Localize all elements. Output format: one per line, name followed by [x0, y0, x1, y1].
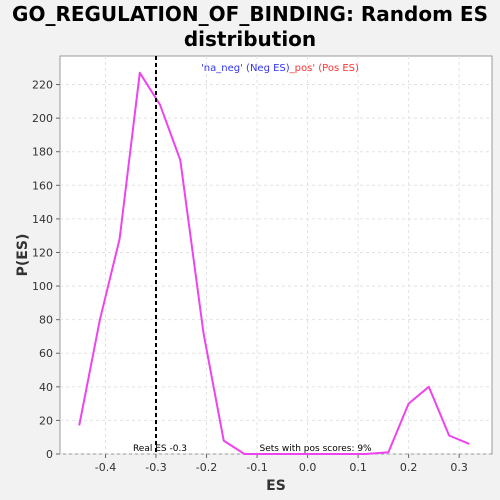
- x-tick-label: -0.1: [246, 461, 267, 474]
- series-layer: [78, 71, 470, 455]
- y-tick-label: 80: [39, 314, 53, 327]
- x-tick-label: 0.0: [299, 461, 317, 474]
- legend-neg: 'na_neg' (Neg ES): [201, 63, 290, 74]
- x-tick-label: -0.4: [95, 461, 116, 474]
- y-tick-label: 0: [46, 448, 53, 461]
- x-tick-label: 0.2: [400, 461, 418, 474]
- real-es-label: Real ES -0.3: [133, 444, 187, 454]
- y-tick-label: 180: [32, 146, 53, 159]
- y-tick-label: 20: [39, 414, 53, 427]
- y-tick-label: 220: [32, 79, 53, 92]
- x-tick-label: 0.1: [349, 461, 367, 474]
- x-axis-label: ES: [266, 478, 286, 494]
- y-tick-label: 40: [39, 381, 53, 394]
- legend: 'na_neg' (Neg ES)_pos' (Pos ES): [201, 63, 359, 74]
- chart-title: GO_REGULATION_OF_BINDING: Random ES dist…: [0, 2, 500, 52]
- chart-title-line-1: GO_REGULATION_OF_BINDING: Random ES: [12, 2, 488, 26]
- grid: [60, 56, 492, 455]
- x-tick-label: 0.3: [450, 461, 468, 474]
- pos-scores-annotation: Sets with pos scores: 9%: [260, 444, 373, 454]
- x-tick-label: -0.3: [145, 461, 166, 474]
- y-tick-label: 200: [32, 112, 53, 125]
- x-tick-label: -0.2: [196, 461, 217, 474]
- y-tick-label: 120: [32, 246, 53, 259]
- chart-title-line-2: distribution: [183, 27, 317, 51]
- legend-pos: _pos' (Pos ES): [289, 63, 359, 74]
- y-tick-label: 160: [32, 179, 53, 192]
- y-tick-label: 100: [32, 280, 53, 293]
- y-tick-label: 60: [39, 347, 53, 360]
- series-line: [78, 71, 470, 455]
- y-tick-label: 140: [32, 213, 53, 226]
- y-axis: 0 20 40 60 80 100 120 140 160 180 200 220: [32, 79, 60, 461]
- y-axis-label: P(ES): [15, 234, 31, 277]
- plot-area: [59, 55, 493, 455]
- x-axis: -0.4 -0.3 -0.2 -0.1 0.0 0.1 0.2 0.3: [95, 454, 468, 474]
